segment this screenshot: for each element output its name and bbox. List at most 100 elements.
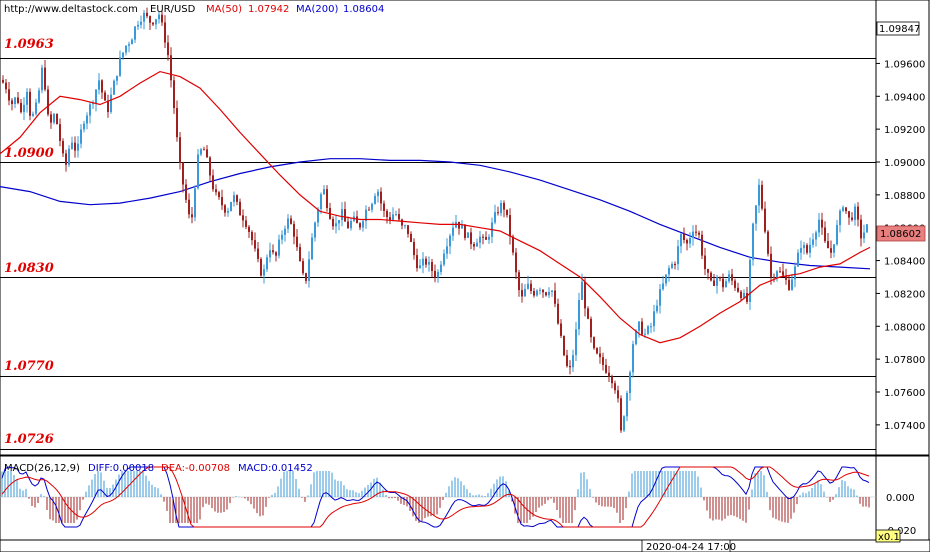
- candle-body: [821, 219, 823, 228]
- ma50-line-group: [0, 70, 871, 344]
- candle-body: [80, 129, 82, 144]
- macd-title: MACD(26,12,9): [4, 463, 80, 474]
- price-tick-label-2: 1.09200: [884, 125, 925, 136]
- candle-body: [299, 247, 301, 262]
- candle-body: [335, 223, 337, 227]
- candle-body: [518, 272, 520, 291]
- candle-body: [137, 24, 139, 27]
- candle-body: [95, 89, 97, 104]
- price-tick-label-3: 1.09000: [884, 158, 925, 169]
- candle-body: [623, 416, 625, 431]
- level-label-0: 1.0963: [4, 37, 54, 52]
- price-tick-label-9: 1.07800: [884, 355, 925, 366]
- candle-body: [548, 291, 550, 296]
- candle-body: [242, 215, 244, 221]
- candle-body: [284, 228, 286, 235]
- candle-body: [572, 355, 574, 368]
- candle-body: [644, 333, 646, 335]
- candle-body: [35, 102, 37, 114]
- candle-body: [260, 258, 262, 276]
- candle-body: [827, 241, 829, 249]
- candle-body: [143, 12, 145, 22]
- candle-body: [728, 274, 730, 282]
- candle-body: [653, 311, 655, 327]
- candle-body: [179, 137, 181, 163]
- candle-body: [344, 209, 346, 222]
- candle-body: [164, 22, 166, 43]
- candle-body: [494, 212, 496, 223]
- candle-body: [614, 383, 616, 391]
- candle-body: [785, 275, 787, 280]
- candle-body: [290, 218, 292, 224]
- candle-body: [839, 210, 841, 226]
- candle-body: [44, 67, 46, 90]
- candle-body: [14, 97, 16, 105]
- candle-body: [122, 52, 124, 58]
- candle-body: [437, 272, 439, 278]
- candle-body: [332, 218, 334, 227]
- candle-body: [59, 124, 61, 141]
- candle-body: [200, 149, 202, 155]
- candle-body: [392, 214, 394, 221]
- candle-body: [596, 348, 598, 354]
- candle-body: [752, 223, 754, 260]
- candle-body: [755, 205, 757, 224]
- level-label-4: 1.0726: [4, 432, 54, 447]
- candle-body: [605, 364, 607, 373]
- candle-body: [635, 330, 637, 345]
- source-url[interactable]: http://www.deltastock.com: [4, 4, 138, 15]
- ma200-value: 1.08604: [343, 4, 384, 15]
- candle-body: [323, 189, 325, 195]
- candle-body: [638, 321, 640, 331]
- current-price-label: 1.08602: [880, 229, 921, 240]
- candle-body: [788, 279, 790, 290]
- timestamp-box: [641, 539, 731, 552]
- candle-body: [173, 80, 175, 109]
- candle-body: [815, 232, 817, 240]
- candle-body: [377, 191, 379, 196]
- candle-body: [764, 208, 766, 232]
- candle-body: [527, 283, 529, 289]
- candle-body: [386, 210, 388, 218]
- candle-body: [320, 194, 322, 210]
- candle-body: [413, 241, 415, 256]
- level-label-1: 1.0900: [4, 146, 54, 161]
- candle-body: [800, 248, 802, 253]
- candle-body: [230, 202, 232, 212]
- price-tick-label-8: 1.08000: [884, 322, 925, 333]
- current-price-box: [876, 225, 926, 242]
- candle-body: [695, 231, 697, 233]
- candle-body: [617, 390, 619, 399]
- candle-body: [812, 239, 814, 245]
- candle-body: [347, 221, 349, 229]
- candle-body: [41, 67, 43, 91]
- candle-body: [167, 42, 169, 56]
- candle-body: [5, 82, 7, 90]
- candle-body: [500, 202, 502, 214]
- candle-body: [47, 89, 49, 115]
- candle-body: [278, 239, 280, 256]
- zoom-label[interactable]: x0.1: [878, 532, 900, 543]
- candle-body: [731, 274, 733, 281]
- candle-body: [668, 267, 670, 275]
- candle-body: [482, 236, 484, 238]
- candle-body: [185, 184, 187, 200]
- candle-body: [488, 236, 490, 240]
- candle-body: [470, 232, 472, 245]
- candle-body: [305, 273, 307, 281]
- candle-body: [734, 280, 736, 288]
- candle-body: [266, 257, 268, 270]
- candle-body: [233, 195, 235, 203]
- ma50-value: 1.07942: [248, 4, 289, 15]
- candle-body: [131, 39, 133, 45]
- candle-body: [587, 308, 589, 319]
- candle-body: [569, 366, 571, 368]
- candle-body: [104, 92, 106, 101]
- candle-body: [371, 203, 373, 210]
- candle-body: [857, 206, 859, 220]
- candle-body: [545, 292, 547, 296]
- candle-body: [356, 216, 358, 224]
- zoom-box[interactable]: [875, 529, 901, 543]
- candle-body: [83, 123, 85, 130]
- candle-body: [158, 14, 160, 20]
